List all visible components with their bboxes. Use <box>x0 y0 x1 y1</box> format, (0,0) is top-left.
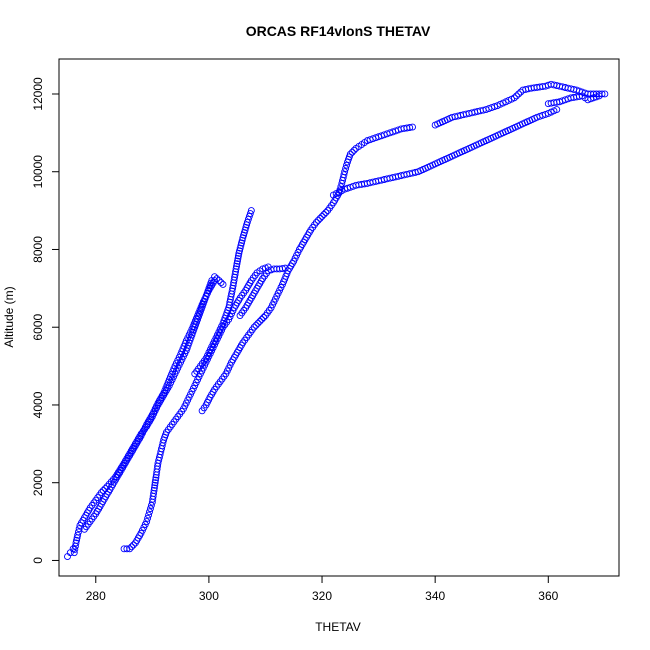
data-point <box>73 536 80 544</box>
data-point <box>144 514 152 522</box>
y-axis: 0 2000 4000 6000 8000 10000 12000 <box>31 77 60 564</box>
y-tick-label: 0 <box>31 557 45 564</box>
x-tick-label: 280 <box>86 589 106 603</box>
x-tick-label: 300 <box>199 589 219 603</box>
chart-title: ORCAS RF14vlonS THETAV <box>246 23 431 39</box>
data-points <box>64 80 609 561</box>
data-point <box>260 314 268 321</box>
data-point <box>316 214 324 222</box>
data-point <box>340 171 348 179</box>
plot-area <box>58 58 620 577</box>
data-point <box>236 247 243 255</box>
data-point <box>314 216 322 224</box>
y-tick-label: 6000 <box>31 314 45 341</box>
x-axis-label: THETAV <box>315 620 361 634</box>
data-point <box>75 525 83 533</box>
data-point <box>553 106 561 113</box>
data-point <box>281 264 289 272</box>
data-point <box>320 211 328 218</box>
data-point <box>143 518 151 526</box>
data-point <box>70 549 78 557</box>
data-point <box>215 277 223 285</box>
x-tick-label: 320 <box>312 589 332 603</box>
x-tick-label: 340 <box>425 589 445 603</box>
data-point <box>146 508 153 516</box>
data-point <box>232 268 240 276</box>
x-axis: 280 300 320 340 360 <box>86 575 559 603</box>
data-point <box>217 279 225 286</box>
data-point <box>233 262 240 270</box>
data-point <box>238 239 245 247</box>
data-point <box>123 545 131 553</box>
data-point <box>234 252 242 260</box>
data-point <box>595 92 603 100</box>
data-point <box>312 218 320 226</box>
data-point <box>256 317 264 325</box>
data-point <box>146 505 154 513</box>
data-point <box>152 476 159 484</box>
y-tick-label: 8000 <box>31 236 45 263</box>
data-point <box>219 281 227 288</box>
data-point <box>244 215 252 223</box>
data-point <box>236 244 244 252</box>
data-point <box>252 321 260 329</box>
data-point <box>150 487 158 494</box>
data-point <box>238 236 246 244</box>
data-point <box>246 210 254 217</box>
data-point <box>213 275 221 283</box>
data-point <box>513 92 520 100</box>
data-point <box>145 511 153 519</box>
data-point <box>515 90 523 98</box>
data-point <box>348 148 356 156</box>
y-tick-label: 12000 <box>31 77 45 111</box>
data-point <box>245 212 253 220</box>
data-point <box>71 545 79 553</box>
x-tick-label: 360 <box>538 589 558 603</box>
data-point <box>592 93 600 101</box>
data-point <box>542 110 549 118</box>
data-point <box>510 94 518 102</box>
data-point <box>233 260 241 268</box>
data-point <box>72 539 80 547</box>
data-point <box>250 323 258 331</box>
data-point <box>211 273 219 281</box>
data-point <box>234 255 242 262</box>
data-point <box>491 103 499 111</box>
y-tick-label: 4000 <box>31 391 45 418</box>
data-point <box>406 124 414 131</box>
data-point <box>232 265 240 273</box>
data-point <box>318 212 326 220</box>
y-tick-label: 10000 <box>31 155 45 189</box>
data-point <box>237 242 245 250</box>
data-point <box>342 165 350 172</box>
data-point <box>278 265 286 272</box>
data-point <box>211 277 219 285</box>
data-point <box>99 487 107 494</box>
data-point <box>243 218 251 226</box>
data-point <box>150 484 158 492</box>
data-point <box>346 150 354 158</box>
data-point <box>74 528 82 536</box>
data-point <box>130 541 137 549</box>
data-point <box>151 481 159 489</box>
data-point <box>151 479 159 487</box>
data-point <box>126 545 134 553</box>
data-point <box>254 319 262 327</box>
data-point <box>322 209 330 216</box>
data-point <box>409 123 416 131</box>
y-axis-label: Altitude (m) <box>2 286 16 347</box>
data-point <box>235 249 243 257</box>
data-point <box>234 257 241 265</box>
data-point <box>128 543 136 551</box>
data-point <box>247 207 255 215</box>
data-point <box>74 531 82 539</box>
data-point <box>350 146 358 154</box>
y-tick-label: 2000 <box>31 469 45 496</box>
data-point <box>341 168 349 176</box>
data-point <box>258 315 266 323</box>
